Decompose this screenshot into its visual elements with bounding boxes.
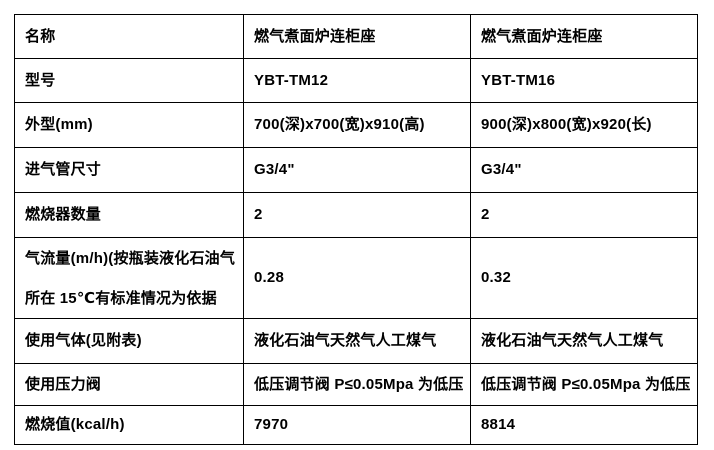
cell-model-model1: YBT-TM12	[243, 58, 471, 103]
cell-dimensions-model1: 700(深)x700(宽)x910(高)	[243, 102, 471, 148]
cell-gas-flow-model1: 0.28	[243, 237, 471, 319]
cell-name-model2: 燃气煮面炉连柜座	[470, 14, 698, 59]
row-label-gas-flow: 气流量(m/h)(按瓶装液化石油气 所在 15℃有标准情况为依据	[14, 237, 244, 319]
table-row-pressure-valve: 使用压力阀 低压调节阀 P≤0.05Mpa 为低压 低压调节阀 P≤0.05Mp…	[14, 363, 698, 406]
gas-flow-label-line1: 气流量(m/h)(按瓶装液化石油气	[25, 249, 236, 267]
cell-name-model1: 燃气煮面炉连柜座	[243, 14, 471, 59]
row-label-gas-type: 使用气体(见附表)	[14, 318, 244, 364]
row-label-inlet-pipe: 进气管尺寸	[14, 147, 244, 193]
table-row-name: 名称 燃气煮面炉连柜座 燃气煮面炉连柜座	[14, 14, 698, 59]
table-row-model: 型号 YBT-TM12 YBT-TM16	[14, 58, 698, 103]
cell-heat-value-model1: 7970	[243, 405, 471, 445]
cell-model-model2: YBT-TM16	[470, 58, 698, 103]
table-row-inlet-pipe: 进气管尺寸 G3/4" G3/4"	[14, 147, 698, 193]
table-row-gas-type: 使用气体(见附表) 液化石油气天然气人工煤气 液化石油气天然气人工煤气	[14, 318, 698, 364]
cell-gas-flow-model2: 0.32	[470, 237, 698, 319]
cell-gas-type-model2: 液化石油气天然气人工煤气	[470, 318, 698, 364]
gas-flow-label-line2: 所在 15℃有标准情况为依据	[25, 289, 217, 307]
cell-burner-count-model2: 2	[470, 192, 698, 238]
cell-inlet-pipe-model2: G3/4"	[470, 147, 698, 193]
table-row-burner-count: 燃烧器数量 2 2	[14, 192, 698, 238]
cell-dimensions-model2: 900(深)x800(宽)x920(长)	[470, 102, 698, 148]
table-row-gas-flow: 气流量(m/h)(按瓶装液化石油气 所在 15℃有标准情况为依据 0.28 0.…	[14, 237, 698, 319]
row-label-pressure-valve: 使用压力阀	[14, 363, 244, 406]
cell-pressure-valve-model1: 低压调节阀 P≤0.05Mpa 为低压	[243, 363, 471, 406]
row-label-name: 名称	[14, 14, 244, 59]
row-label-heat-value: 燃烧值(kcal/h)	[14, 405, 244, 445]
cell-pressure-valve-model2: 低压调节阀 P≤0.05Mpa 为低压	[470, 363, 698, 406]
spec-table: 名称 燃气煮面炉连柜座 燃气煮面炉连柜座 型号 YBT-TM12 YBT-TM1…	[14, 14, 698, 445]
row-label-model: 型号	[14, 58, 244, 103]
table-row-dimensions: 外型(mm) 700(深)x700(宽)x910(高) 900(深)x800(宽…	[14, 102, 698, 148]
cell-heat-value-model2: 8814	[470, 405, 698, 445]
row-label-burner-count: 燃烧器数量	[14, 192, 244, 238]
cell-gas-type-model1: 液化石油气天然气人工煤气	[243, 318, 471, 364]
row-label-dimensions: 外型(mm)	[14, 102, 244, 148]
cell-inlet-pipe-model1: G3/4"	[243, 147, 471, 193]
cell-burner-count-model1: 2	[243, 192, 471, 238]
table-row-heat-value: 燃烧值(kcal/h) 7970 8814	[14, 405, 698, 445]
